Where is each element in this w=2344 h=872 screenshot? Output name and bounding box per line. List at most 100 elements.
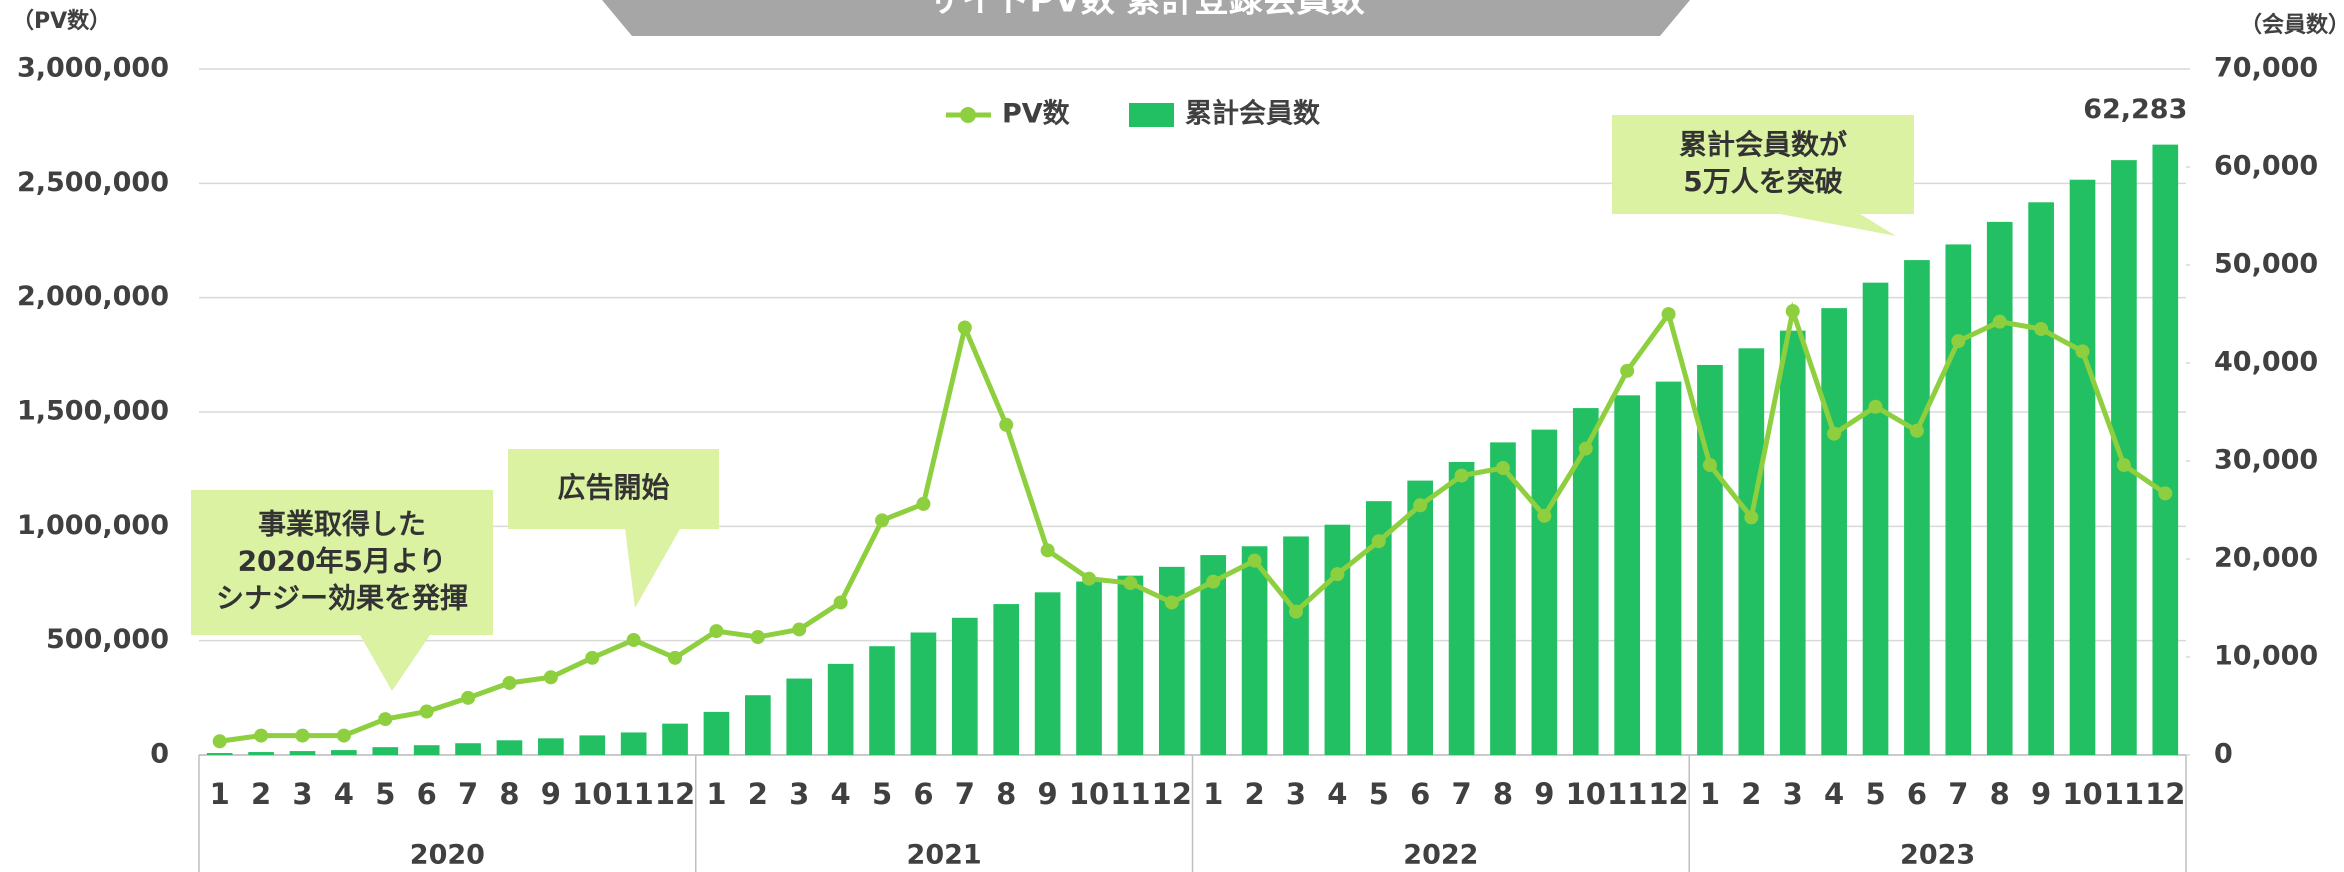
- x-tick-label: 3: [292, 777, 312, 811]
- line-point: [1785, 304, 1800, 319]
- y2-tick-label: 10,000: [2214, 641, 2318, 672]
- title-banner: [602, 0, 1690, 36]
- x-tick-label: 7: [1948, 777, 1968, 811]
- bar: [2111, 160, 2137, 755]
- x-tick-label: 8: [499, 777, 519, 811]
- bar: [827, 663, 854, 755]
- bar: [579, 735, 606, 755]
- x-tick-label: 6: [1410, 777, 1430, 811]
- bar: [993, 604, 1020, 755]
- x-tick-label: 1: [706, 777, 726, 811]
- bar: [1158, 566, 1185, 755]
- bar: [1241, 546, 1268, 755]
- line-point: [1413, 498, 1428, 513]
- bar: [2069, 179, 2096, 756]
- bar: [538, 738, 564, 755]
- bar: [1614, 395, 1640, 755]
- bar: [620, 732, 647, 755]
- x-tick-label: 3: [1286, 777, 1306, 811]
- bar: [206, 753, 233, 755]
- line-point: [833, 595, 848, 610]
- x-group-label: 2022: [1403, 840, 1478, 871]
- x-tick-label: 9: [1038, 777, 1058, 811]
- line-point: [336, 728, 351, 743]
- x-tick-label: 5: [1369, 777, 1389, 811]
- y-tick-label: 0: [150, 739, 169, 770]
- bar: [289, 751, 316, 755]
- line-point: [1288, 604, 1303, 619]
- line-point: [1454, 468, 1469, 483]
- x-tick-label: 12: [655, 777, 695, 811]
- bar: [455, 743, 481, 755]
- callout-pointer: [360, 635, 430, 691]
- line-point: [1123, 576, 1138, 591]
- line-point: [1620, 363, 1635, 378]
- x-tick-label: 8: [1493, 777, 1513, 811]
- x-tick-label: 11: [1607, 777, 1647, 811]
- callout-box: [1612, 115, 1914, 214]
- bar: [1779, 330, 1806, 755]
- line-point: [875, 513, 890, 528]
- y2-tick-label: 30,000: [2214, 445, 2318, 476]
- bar: [1448, 461, 1475, 755]
- x-tick-label: 10: [2062, 777, 2102, 811]
- bar: [869, 646, 895, 755]
- x-tick-label: 3: [1783, 777, 1803, 811]
- y-tick-label: 2,000,000: [17, 281, 169, 312]
- line-point: [1495, 461, 1510, 476]
- line-point: [999, 417, 1014, 432]
- legend-swatch: [1129, 103, 1174, 127]
- x-tick-label: 1: [1700, 777, 1720, 811]
- x-tick-label: 4: [1824, 777, 1844, 811]
- x-tick-label: 12: [2145, 777, 2185, 811]
- line-point: [1082, 571, 1097, 586]
- line-point: [2034, 321, 2049, 336]
- y2-tick-label: 0: [2214, 739, 2233, 770]
- y2-tick-label: 20,000: [2214, 543, 2318, 574]
- line-point: [1537, 508, 1552, 523]
- x-tick-label: 11: [2104, 777, 2144, 811]
- line-point: [2158, 486, 2173, 501]
- y-tick-label: 3,000,000: [17, 53, 169, 84]
- x-tick-label: 8: [1990, 777, 2010, 811]
- line-point: [295, 728, 310, 743]
- legend-label: 累計会員数: [1185, 98, 1321, 130]
- bar: [1945, 244, 1972, 756]
- bar: [413, 745, 440, 755]
- y-tick-label: 1,500,000: [17, 396, 169, 427]
- callout-pointer: [1780, 214, 1896, 236]
- x-tick-label: 5: [1865, 777, 1885, 811]
- line-point: [543, 670, 558, 685]
- x-tick-label: 4: [1327, 777, 1347, 811]
- bar: [1904, 260, 1930, 755]
- callout-pointer: [625, 529, 680, 608]
- callout-text: 広告開始: [557, 471, 669, 504]
- line-point: [1827, 426, 1842, 441]
- line-point: [709, 624, 724, 639]
- callout-box: [508, 449, 719, 529]
- bar: [951, 617, 978, 755]
- y-tick-label: 2,500,000: [17, 167, 169, 198]
- line-point: [585, 650, 600, 665]
- x-tick-label: 3: [789, 777, 809, 811]
- x-tick-label: 10: [1069, 777, 1109, 811]
- line-point: [378, 712, 393, 727]
- x-tick-label: 11: [1110, 777, 1150, 811]
- line-point: [254, 728, 269, 743]
- y2-tick-label: 40,000: [2214, 347, 2318, 378]
- line-point: [792, 622, 807, 637]
- x-tick-label: 1: [210, 777, 230, 811]
- line-point: [461, 690, 476, 705]
- bar: [1738, 348, 1765, 755]
- bar: [1407, 480, 1434, 755]
- line-point: [2075, 344, 2090, 359]
- x-group-label: 2021: [907, 840, 982, 871]
- callout-text: 事業取得した: [258, 508, 426, 541]
- line-point: [1247, 553, 1262, 568]
- line-point: [1702, 458, 1717, 473]
- line-point: [957, 320, 972, 335]
- callout-text: 2020年5月より: [238, 545, 447, 578]
- x-tick-label: 6: [1907, 777, 1927, 811]
